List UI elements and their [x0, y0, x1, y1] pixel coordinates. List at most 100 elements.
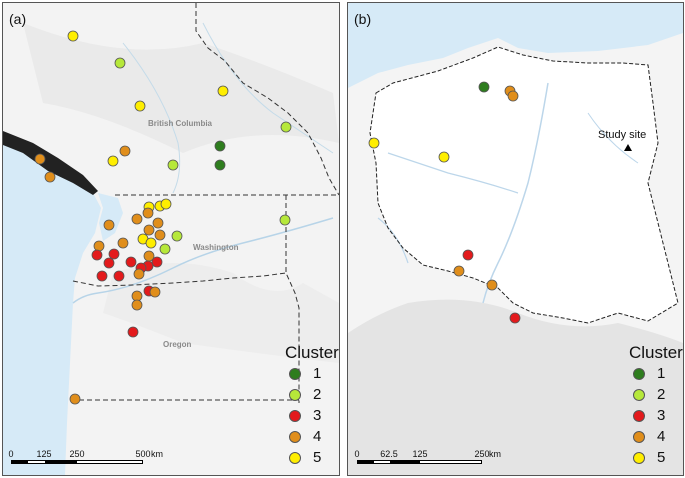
- cluster-4-swatch: [633, 430, 645, 443]
- site-marker-cluster-5: [145, 237, 157, 249]
- site-marker-cluster-4: [507, 90, 519, 102]
- map-a-canvas: [3, 3, 339, 475]
- scale-bar-a: 0 125 250 500 km: [8, 449, 163, 464]
- site-marker-cluster-5: [368, 137, 380, 149]
- site-marker-cluster-2: [280, 121, 292, 133]
- legend-b-item: 4: [629, 426, 683, 447]
- puget-sound: [98, 193, 123, 241]
- baltic-sea: [348, 3, 683, 88]
- scale-tick: 250: [69, 449, 85, 459]
- site-marker-cluster-4: [133, 268, 145, 280]
- study-site-label: Study site: [598, 129, 647, 141]
- carpathian-terrain: [348, 299, 683, 475]
- legend-b-item: 5: [629, 447, 683, 468]
- terrain-shading: [23, 23, 339, 153]
- site-marker-cluster-1: [478, 81, 490, 93]
- legend-b-label: 3: [657, 407, 666, 424]
- fraser-river: [122, 42, 181, 194]
- legend-a-item: 3: [285, 405, 339, 426]
- site-marker-cluster-3: [509, 312, 521, 324]
- site-marker-cluster-3: [96, 270, 108, 282]
- site-marker-cluster-4: [142, 207, 154, 219]
- region-label-oregon: Oregon: [163, 340, 192, 349]
- site-marker-cluster-3: [103, 257, 115, 269]
- region-label-british-columbia: British Columbia: [148, 119, 213, 128]
- site-marker-cluster-3: [462, 249, 474, 261]
- scale-unit: km: [489, 449, 501, 459]
- site-marker-cluster-2: [171, 230, 183, 242]
- legend-b-label: 1: [657, 365, 666, 382]
- legend-a-label: 2: [313, 386, 322, 403]
- site-marker-cluster-4: [149, 286, 161, 298]
- site-marker-cluster-4: [93, 240, 105, 252]
- poland-territory: [370, 47, 678, 323]
- scale-a-labels: 0 125 250 500 km: [8, 449, 163, 460]
- site-marker-cluster-3: [91, 249, 103, 261]
- cluster-2-swatch: [633, 388, 645, 401]
- site-marker-cluster-5: [217, 85, 229, 97]
- legend-a-item: 2: [285, 384, 339, 405]
- columbia-river: [72, 217, 334, 304]
- cluster-5-swatch: [633, 451, 645, 464]
- legend-a-title: Cluster: [285, 343, 339, 362]
- legend-a-label: 1: [313, 365, 322, 382]
- legend-b-label: 4: [657, 428, 666, 445]
- site-marker-cluster-4: [152, 217, 164, 229]
- scale-tick: 125: [412, 449, 428, 459]
- cluster-1-swatch: [633, 367, 645, 380]
- site-marker-cluster-4: [34, 153, 46, 165]
- site-marker-cluster-4: [453, 265, 465, 277]
- scale-b-bar: [357, 460, 482, 464]
- vistula-river: [482, 82, 549, 304]
- scale-tick: 0: [8, 449, 14, 459]
- washington-idaho-border: [285, 195, 300, 403]
- site-marker-cluster-3: [127, 326, 139, 338]
- site-marker-cluster-4: [131, 299, 143, 311]
- site-marker-cluster-2: [279, 214, 291, 226]
- pacific-ocean: [3, 133, 101, 475]
- legend-b-label: 5: [657, 449, 666, 466]
- panel-a-label: (a): [9, 11, 27, 27]
- cluster-4-swatch: [289, 430, 301, 443]
- poland-border: [369, 46, 679, 324]
- scale-tick: 0: [354, 449, 360, 459]
- site-marker-cluster-3: [151, 256, 163, 268]
- legend-a-label: 5: [313, 449, 322, 466]
- scale-tick: 500: [135, 449, 151, 459]
- site-marker-cluster-5: [160, 198, 172, 210]
- scale-tick: 125: [36, 449, 52, 459]
- legend-a-label: 4: [313, 428, 322, 445]
- oder-river: [377, 217, 409, 264]
- cluster-3-swatch: [633, 409, 645, 422]
- site-marker-cluster-2: [114, 57, 126, 69]
- site-marker-cluster-4: [131, 213, 143, 225]
- map-panel-b: (b) Study site Cluster 1 2 3 4 5 0 62.5 …: [347, 2, 684, 476]
- scale-unit: km: [151, 449, 163, 459]
- legend-b-label: 2: [657, 386, 666, 403]
- site-marker-cluster-1: [214, 159, 226, 171]
- site-marker-cluster-4: [143, 224, 155, 236]
- map-panel-a: (a) British Columbia Washington Oregon C…: [2, 2, 340, 476]
- site-markers-a: [34, 30, 292, 405]
- site-marker-cluster-4: [44, 171, 56, 183]
- panel-b-label: (b): [354, 11, 372, 27]
- cluster-3-swatch: [289, 409, 301, 422]
- site-marker-cluster-4: [131, 290, 143, 302]
- scale-a-bar: [11, 460, 143, 464]
- map-b-canvas: [348, 3, 683, 475]
- site-marker-cluster-5: [438, 151, 450, 163]
- warta-river: [387, 152, 519, 194]
- northern-river: [202, 22, 334, 154]
- legend-a-item: 5: [285, 447, 339, 468]
- legend-b-item: 3: [629, 405, 683, 426]
- site-marker-cluster-5: [107, 155, 119, 167]
- scale-tick: 250: [474, 449, 490, 459]
- legend-a-label: 3: [313, 407, 322, 424]
- scale-tick: 62.5: [380, 449, 398, 459]
- cluster-1-swatch: [289, 367, 301, 380]
- site-marker-cluster-1: [214, 140, 226, 152]
- site-marker-cluster-4: [119, 145, 131, 157]
- bc-alberta-border: [195, 3, 339, 196]
- legend-b: Cluster 1 2 3 4 5: [629, 343, 683, 468]
- cluster-2-swatch: [289, 388, 301, 401]
